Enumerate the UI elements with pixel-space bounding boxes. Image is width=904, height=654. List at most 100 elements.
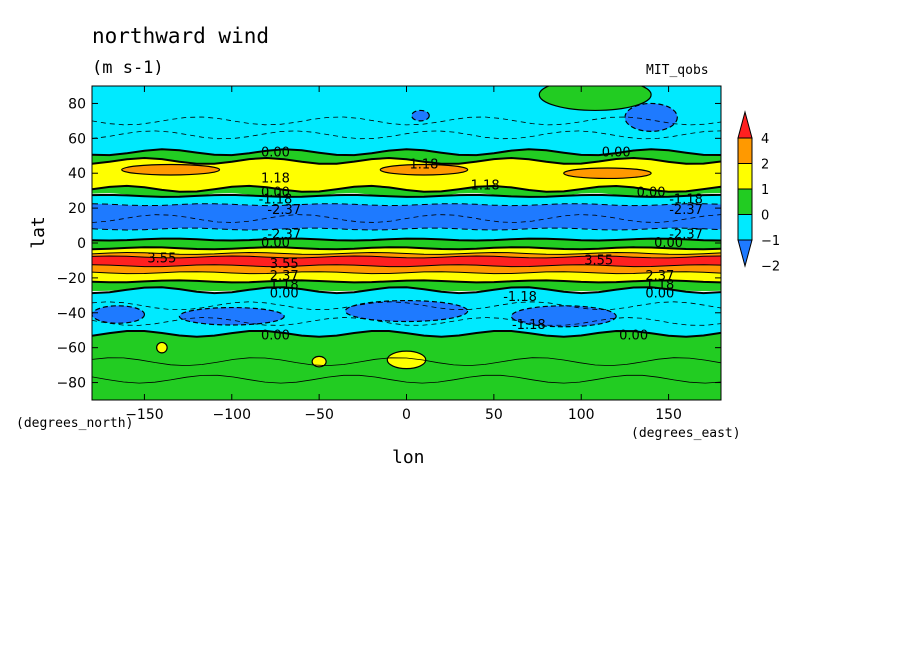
chart-title: northward wind xyxy=(92,24,270,48)
chart-units: (m s-1) xyxy=(92,58,164,78)
x-tick-label: −50 xyxy=(304,407,334,423)
x-tick-label: 150 xyxy=(655,407,682,423)
contour-label: 0.00 xyxy=(645,287,674,302)
contour-label-layer: 0.00 0.001.181.18 1.180.00 0.00-1.18 -1.18-2… xyxy=(147,145,702,343)
contour-blob xyxy=(344,299,469,323)
contour-label: 2.37 xyxy=(645,269,674,284)
contour-line-layer xyxy=(92,116,721,384)
x-tick-label: 0 xyxy=(402,407,411,423)
contour-line xyxy=(92,214,721,223)
contour-label: -2.37 xyxy=(669,203,703,218)
colorbar-segment xyxy=(737,214,753,241)
y-tick-label: 60 xyxy=(68,131,86,147)
contour-label: 0.00 xyxy=(261,185,290,200)
contour-label: 2.37 xyxy=(270,269,299,284)
colorbar-segment xyxy=(737,163,753,190)
contour-blob xyxy=(311,355,327,368)
contour-line xyxy=(92,279,721,284)
contour-line xyxy=(92,286,721,295)
contour-blob xyxy=(510,305,617,328)
contour-line xyxy=(92,357,721,367)
contour-label: -2.37 xyxy=(669,227,703,242)
contour-band xyxy=(92,194,721,206)
colorbar-label: −2 xyxy=(761,260,780,275)
contour-label: 1.18 xyxy=(645,278,674,293)
x-tick-label: −150 xyxy=(125,407,163,423)
x-unit-label: (degrees_east) xyxy=(631,426,741,441)
contour-line xyxy=(92,227,721,231)
contour-label: 1.18 xyxy=(270,278,299,293)
contour-label: -2.37 xyxy=(267,203,301,218)
x-tick-label: 100 xyxy=(568,407,595,423)
contour-label: 0.00 xyxy=(637,185,666,200)
contour-line xyxy=(92,251,721,255)
contour-label: -1.18 xyxy=(512,318,546,333)
contour-blob xyxy=(538,86,652,112)
contour-band xyxy=(92,203,721,230)
contour-label: -2.37 xyxy=(267,227,301,242)
contour-blob xyxy=(624,102,678,132)
contour-label: 0.00 xyxy=(602,145,631,160)
contour-band xyxy=(92,238,721,250)
contour-blob xyxy=(156,341,168,354)
contour-line xyxy=(92,148,721,157)
contour-label: 0.00 xyxy=(619,328,648,343)
contour-label: 0.00 xyxy=(654,236,683,251)
y-tick-label: 20 xyxy=(68,201,86,217)
contour-blob xyxy=(563,167,652,180)
y-tick-label: −20 xyxy=(56,271,86,287)
y-unit-label: (degrees_north) xyxy=(16,416,134,431)
contour-band xyxy=(92,271,721,283)
colorbar-label: 4 xyxy=(761,132,769,147)
contour-label: 3.55 xyxy=(147,252,176,267)
contour-line xyxy=(92,116,721,126)
contour-blob xyxy=(386,350,427,370)
contour-line xyxy=(92,301,721,311)
colorbar-segment xyxy=(737,137,753,164)
contour-line xyxy=(92,130,721,140)
contour-label: 0.00 xyxy=(261,328,290,343)
contour-line xyxy=(92,374,721,384)
y-tick-label: 0 xyxy=(77,236,86,252)
y-tick-label: −80 xyxy=(56,376,86,392)
contour-label: 0.00 xyxy=(261,145,290,160)
contour-blob xyxy=(411,109,430,122)
x-tick-label: 50 xyxy=(485,407,503,423)
contour-line xyxy=(92,237,721,242)
contour-label: 1.18 xyxy=(261,171,290,186)
contour-line xyxy=(92,203,721,207)
contour-line xyxy=(92,156,721,165)
contour-label: -1.18 xyxy=(259,192,293,207)
contour-label: 3.55 xyxy=(270,257,299,272)
y-tick-label: 80 xyxy=(68,96,86,112)
contour-blob xyxy=(92,305,146,324)
colorbar-segment xyxy=(737,188,753,215)
y-tick-label: 40 xyxy=(68,166,86,182)
contour-label: 0.00 xyxy=(261,236,290,251)
contour-line xyxy=(92,193,721,198)
contour-label: 3.55 xyxy=(584,253,613,268)
contour-band xyxy=(92,228,721,241)
contour-line xyxy=(92,255,721,259)
contour-line xyxy=(92,264,721,268)
y-tick-label: −40 xyxy=(56,306,86,322)
contour-blob xyxy=(178,306,285,326)
colorbar-label: −1 xyxy=(761,234,780,249)
x-tick-label: −100 xyxy=(213,407,251,423)
colorbar-label: 2 xyxy=(761,158,769,173)
contour-band xyxy=(92,256,721,267)
y-tick-label: −60 xyxy=(56,341,86,357)
model-label: MIT_qobs xyxy=(646,63,709,78)
contour-label: 0.00 xyxy=(270,287,299,302)
colorbar-arrow-top xyxy=(737,110,753,139)
contour-line xyxy=(92,184,721,193)
contour-line xyxy=(92,246,721,251)
contour-line xyxy=(92,317,721,326)
contour-line xyxy=(92,271,721,275)
axis-ticks: −150 −100 −50 0 50 100 150 −80 −60 −40 −20 0 20 40 60 8… xyxy=(56,86,721,423)
x-axis-label: lon xyxy=(392,447,425,468)
contour-blob xyxy=(121,163,221,176)
contour-label: 1.18 xyxy=(471,178,500,193)
